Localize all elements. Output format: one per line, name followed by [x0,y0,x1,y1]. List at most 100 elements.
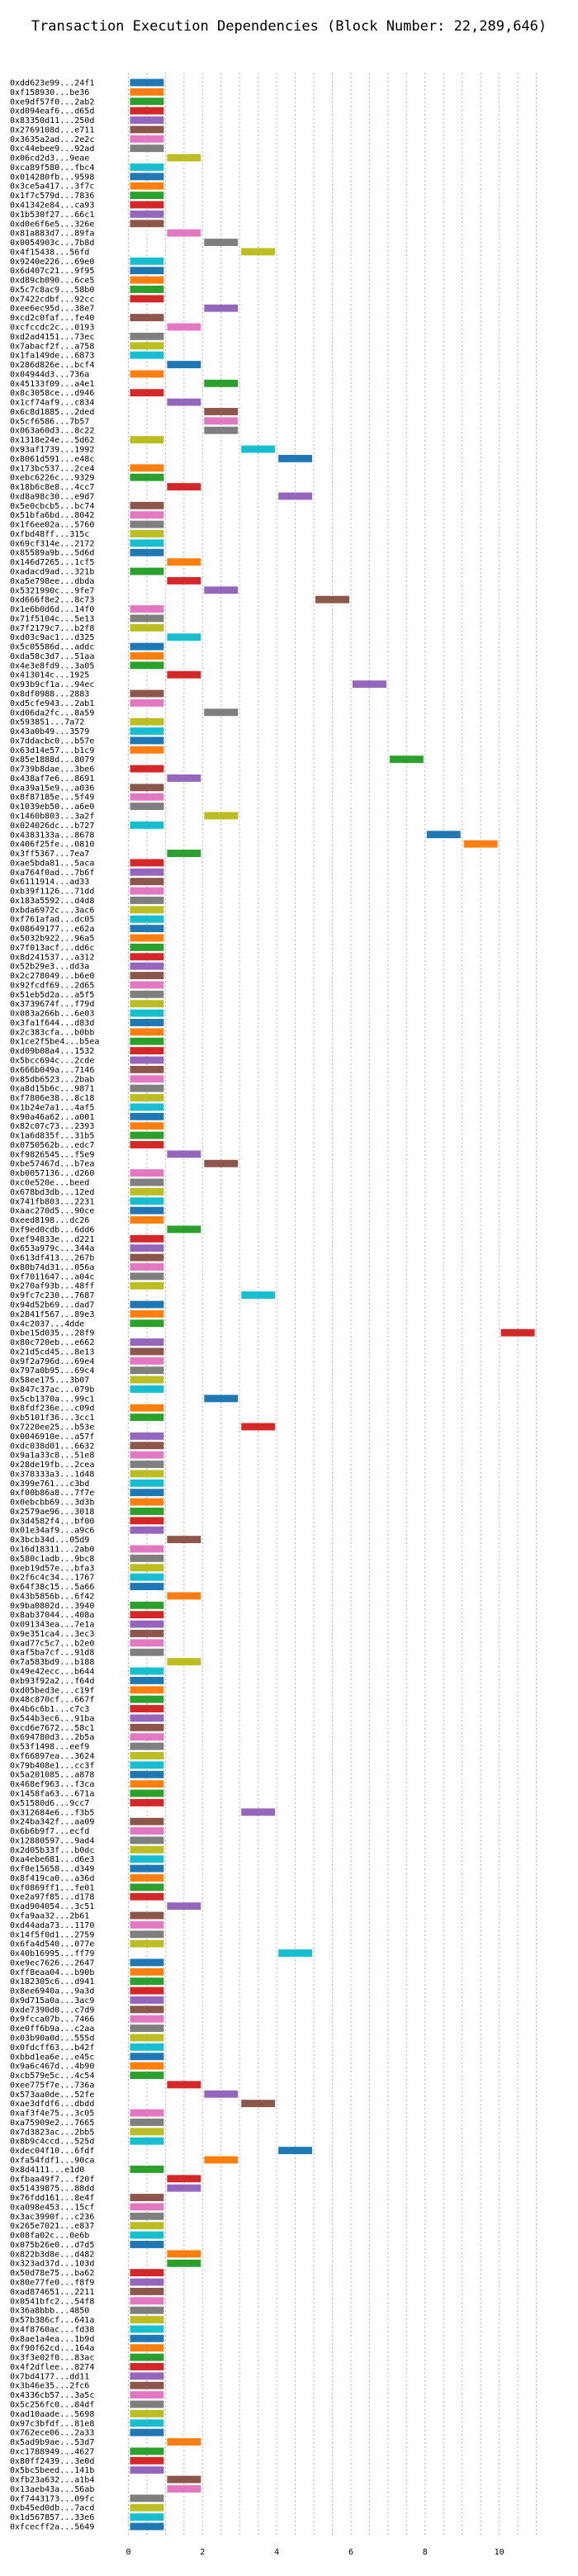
y-tick-label: 0x97c3bfdf...81e8 [10,2419,94,2428]
y-tick-label: 0x14f5f0d1...2759 [10,1930,94,1939]
y-tick-label: 0xff8eaa04...b90b [10,1968,94,1977]
y-tick-label: 0x0046910e...a57f [10,1432,94,1442]
y-tick-label: 0xef94833e...d221 [10,1235,94,1244]
transaction-bar [130,1075,164,1083]
transaction-bar [130,1037,164,1045]
y-tick-label: 0xd09b08a4...1532 [10,1047,94,1056]
y-tick-label: 0x51bfa6bd...8042 [10,511,94,520]
y-tick-label: 0x57b386cf...641a [10,2316,94,2325]
transaction-bar [130,389,164,397]
y-tick-label: 0x8f87185e...5f49 [10,793,94,803]
y-tick-label: 0x83350d11...250d [10,116,94,125]
transaction-bar [130,1723,164,1731]
transaction-bar [130,793,164,801]
transaction-bar [463,840,498,848]
y-tick-label: 0x678bd3db...12ed [10,1188,94,1197]
y-tick-label: 0x573aa0de...52fe [10,2091,94,2100]
transaction-bar [500,1328,535,1337]
transaction-bar [130,192,164,200]
transaction-bar [130,530,164,537]
y-tick-label: 0xe2a97f85...d178 [10,1893,94,1902]
transaction-bar [130,661,164,670]
transaction-bar [130,1206,164,1215]
y-tick-label: 0xe9ec7626...2647 [10,1958,94,1968]
transaction-bar [130,1404,164,1412]
transaction-bar [130,1564,164,1572]
transaction-bar [130,717,164,726]
transaction-bar [130,1845,164,1854]
transaction-bar [130,1583,164,1590]
y-tick-label: 0x7d3823ac...2bb5 [10,2128,94,2137]
transaction-bar [130,1019,164,1026]
y-tick-label: 0xae5bda81...5aca [10,859,94,868]
transaction-bar [130,1338,164,1346]
bar-layer [130,78,535,2531]
y-tick-label: 0xcfccdc2c...0193 [10,324,94,333]
y-tick-label: 0xda58c3d7...51aa [10,652,94,661]
transaction-bar [130,342,164,350]
transaction-bar [130,2428,164,2436]
y-tick-label: 0xdc038d01...6632 [10,1442,94,1451]
y-tick-label: 0x0541bfc2...54f8 [10,2297,94,2306]
y-tick-label: 0x50d78e75...ba62 [10,2269,94,2278]
transaction-bar [167,398,201,406]
y-tick-label: 0x5bcc694c...2cde [10,1057,94,1066]
x-tick-label: 10 [495,2548,505,2557]
transaction-bar [130,2363,164,2370]
y-tick-label: 0x653a979c...344a [10,1244,94,1253]
y-tick-label: 0x5cb1370a...99c1 [10,1395,94,1404]
y-tick-label: 0x2c278049...b6e0 [10,972,94,981]
transaction-bar [130,2419,164,2427]
y-tick-label: 0x5bc5beed...141b [10,2466,94,2475]
y-tick-label: 0xdd623e99...24f1 [10,79,94,88]
y-tick-label: 0xd666f8e2...8c73 [10,596,94,605]
transaction-bar [130,1470,164,1478]
y-tick-label: 0x58ee175...3b07 [10,1376,89,1385]
y-tick-label: 0xa4ebe681...d6e3 [10,1855,94,1864]
transaction-bar [130,1141,164,1148]
transaction-bar [130,784,164,792]
transaction-bar [130,727,164,735]
transaction-bar [130,1309,164,1318]
y-tick-label: 0xd094eaf6...d65d [10,107,94,116]
y-tick-label: 0x3d4582f4...bf00 [10,1517,94,1526]
transaction-bar [130,539,164,547]
y-tick-label: 0x82c07c73...2393 [10,1122,94,1131]
transaction-bar [130,1611,164,1619]
transaction-bar [130,1489,164,1497]
transaction-bar [130,2005,164,2014]
y-tick-label: 0x822b3d8e...d482 [10,2250,94,2259]
y-tick-label: 0x04944d3...736a [10,370,89,379]
transaction-bar [130,2222,164,2230]
y-tick-label: 0x6d407c21...9f95 [10,267,94,276]
y-tick-label: 0x13aeb43a...56ab [10,2485,94,2494]
transaction-bar [278,2147,313,2155]
y-tick-label: 0xc44ebee9...92ad [10,144,94,154]
transaction-bar [130,972,164,979]
transaction-bar [167,850,201,857]
y-tick-label: 0xd44ada73...1170 [10,1921,94,1930]
transaction-bar [130,1930,164,1939]
y-tick-label: 0xfa54fdf1...90ca [10,2157,94,2166]
transaction-bar [130,201,164,209]
transaction-bar [130,2409,164,2417]
transaction-bar [130,2194,164,2201]
transaction-bar [130,1855,164,1863]
transaction-bar [130,78,164,87]
y-tick-label: 0xb0057136...d260 [10,1169,94,1178]
transaction-bar [167,633,201,642]
y-tick-label: 0xfa9aa32...2b61 [10,1912,89,1921]
y-tick-label: 0x69cf314e...2172 [10,539,94,548]
transaction-bar [130,1065,164,1073]
y-tick-label: 0xf7806e38...8c18 [10,1094,94,1103]
transaction-bar [167,2259,201,2267]
y-tick-labels: 0xdd623e99...24f10xf158930...be360xe9df5… [10,79,99,2532]
transaction-bar [130,1920,164,1929]
y-tick-label: 0x3ce5a417...3f7c [10,182,94,192]
y-tick-label: 0xad10aade...5698 [10,2410,94,2419]
transaction-bar [130,107,164,115]
y-tick-label: 0xbda6972c...3ac6 [10,906,94,915]
transaction-bar [204,417,239,425]
transaction-bar [167,2485,201,2493]
